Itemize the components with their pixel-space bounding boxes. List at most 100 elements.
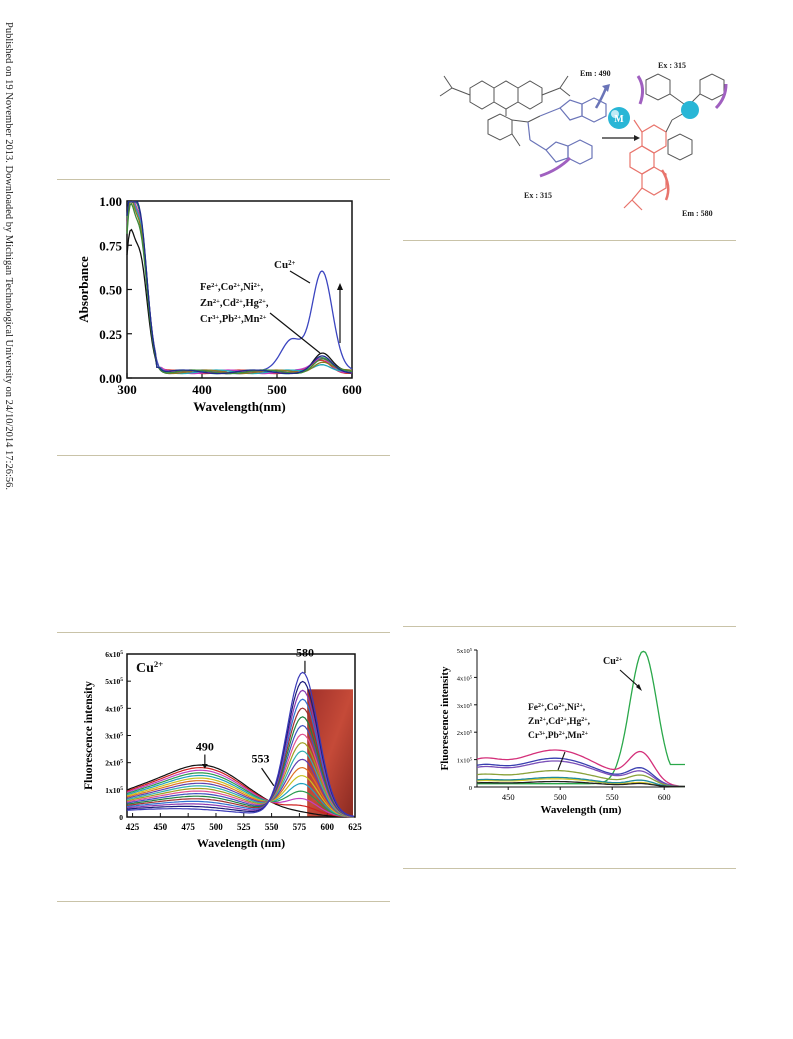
fluorescence-series-line [126, 707, 354, 817]
x-axis-label: Wavelength(nm) [193, 399, 285, 414]
fluorescence-series-line [126, 733, 354, 818]
x-tick-label: 600 [342, 382, 362, 397]
ion-list-line: Zn2+,Cd2+,Hg2+, [200, 298, 269, 310]
y-tick-label: 4x105 [457, 674, 473, 683]
sidebar-note: Published on 19 November 2013. Downloade… [0, 0, 20, 1039]
x-tick-label: 575 [293, 822, 307, 832]
fluorescence-series-line [126, 766, 354, 818]
excitation-arrow-right [636, 75, 645, 105]
ions-pointer-arrow [269, 312, 321, 354]
fluorescence-series-line [126, 775, 354, 818]
ex-left-label: Ex : 315 [524, 191, 552, 200]
y-axis-label: Fluorescence intensity [83, 681, 95, 790]
isosbestic-label: 553 [251, 752, 269, 766]
y-tick-label: 2x105 [105, 759, 123, 768]
reaction-arrowhead [634, 135, 640, 141]
x-tick-label: 300 [117, 382, 137, 397]
x-tick-label: 525 [237, 822, 251, 832]
fluorescence-series-line [126, 716, 354, 818]
y-tick-label: 0.25 [99, 327, 122, 342]
emission-arrowhead-left [602, 84, 610, 92]
fluorescence-series-line [126, 774, 354, 818]
x-tick-label: 475 [181, 822, 195, 832]
fluorescence-series-line [126, 766, 354, 818]
y-tick-label: 5x105 [457, 647, 473, 656]
ion-list-line: Cr3+,Pb2+,Mn2+ [200, 314, 267, 326]
selectivity-series-line [476, 757, 685, 788]
fluorescence-series-line [126, 689, 355, 817]
x-tick-label: 400 [192, 382, 212, 397]
y-tick-label: 0.00 [99, 371, 122, 386]
y-tick-label: 1x105 [457, 756, 473, 765]
sensing-scheme: Em : 490 Ex : 315 M Ex : 315 Em : 580 [439, 61, 728, 218]
rule-4 [57, 901, 390, 902]
x-tick-label: 500 [209, 822, 223, 832]
y-tick-label: 0.75 [99, 238, 122, 253]
selectivity-series-line [476, 760, 685, 788]
fluorescence-series-line [126, 750, 354, 818]
selectivity-series-line [476, 778, 685, 788]
cu-pointer-arrowhead [636, 684, 642, 691]
ion-list-line: Cr3+,Pb2+,Mn2+ [528, 731, 589, 741]
metal-ion-shine [611, 110, 619, 118]
em-right-label: Em : 580 [682, 209, 713, 218]
x-tick-label: 425 [126, 822, 140, 832]
fluorescence-series-line [126, 742, 354, 818]
em-left-label: Em : 490 [580, 69, 611, 78]
x-tick-label: 550 [606, 792, 619, 802]
y-axis-label: Fluorescence intensity [439, 666, 451, 770]
published-note: Published on 19 November 2013. Downloade… [3, 22, 14, 491]
cu-annotation: Cu2+ [603, 656, 623, 668]
x-tick-label: 600 [658, 792, 671, 802]
isosbestic-arrow [261, 767, 275, 787]
fluorescence-series-line [126, 764, 354, 818]
fluorescence-series-line [126, 758, 354, 818]
x-axis-label: Wavelength (nm) [197, 836, 285, 850]
ion-list-line: Fe2+,Co2+,Ni2+, [200, 282, 264, 294]
rule-5 [403, 240, 736, 241]
probe-structure [439, 75, 571, 147]
y-tick-label: 0 [469, 785, 472, 792]
y-tick-label: 3x105 [105, 732, 123, 741]
x-tick-label: 600 [320, 822, 334, 832]
x-tick-label: 500 [554, 792, 567, 802]
ion-list-line: Zn2+,Cd2+,Hg2+, [528, 717, 591, 727]
ions-pointer-arrow [557, 751, 566, 771]
emission-arrow-left [594, 87, 608, 109]
fluorescence-series-line [126, 680, 354, 817]
x-tick-label: 450 [154, 822, 168, 832]
y-tick-label: 1x105 [105, 786, 123, 795]
x-axis-label: Wavelength (nm) [541, 804, 622, 816]
cu-annotation: Cu2+ [274, 259, 295, 271]
x-tick-label: 500 [267, 382, 287, 397]
ion-label: M [614, 114, 624, 125]
absorbance-series-line [126, 201, 353, 375]
fluorescence-titration-chart: 425 450 475 500 525 550 575 600 625 0 1x105 2x105 3x… [83, 646, 362, 850]
excitation-arrow-left [539, 156, 572, 178]
fluorescence-series-line [126, 724, 354, 818]
y-tick-label: 6x105 [105, 650, 123, 659]
absorbance-series-line [126, 202, 353, 375]
selectivity-series-line [477, 650, 685, 785]
peak-580-label: 580 [296, 646, 314, 660]
y-tick-label: 0.50 [99, 283, 122, 298]
y-axis-label: Absorbance [76, 256, 91, 323]
selectivity-series-line [476, 769, 685, 788]
peak-490-label: 490 [196, 739, 214, 753]
fluorescence-series-line [126, 769, 354, 818]
rule-6 [403, 626, 736, 627]
rule-1 [57, 179, 390, 180]
fluorescence-series-line [126, 698, 354, 817]
y-tick-label: 3x105 [457, 701, 473, 710]
selectivity-series-line [476, 749, 686, 788]
x-tick-label: 550 [265, 822, 279, 832]
ion-list-line: Fe2+,Co2+,Ni2+, [528, 703, 586, 713]
fluorescence-series-line [126, 772, 354, 818]
fluorescence-series-line [126, 671, 355, 817]
y-tick-label: 4x105 [105, 704, 123, 713]
x-tick-label: 625 [348, 822, 362, 832]
complex-structure [623, 119, 667, 211]
absorbance-chart: 300 400 500 600 0.00 0.25 0.50 0.75 1.00 Waveleng… [76, 194, 362, 414]
probe-arms [527, 97, 607, 165]
selectivity-series-line [476, 780, 685, 788]
